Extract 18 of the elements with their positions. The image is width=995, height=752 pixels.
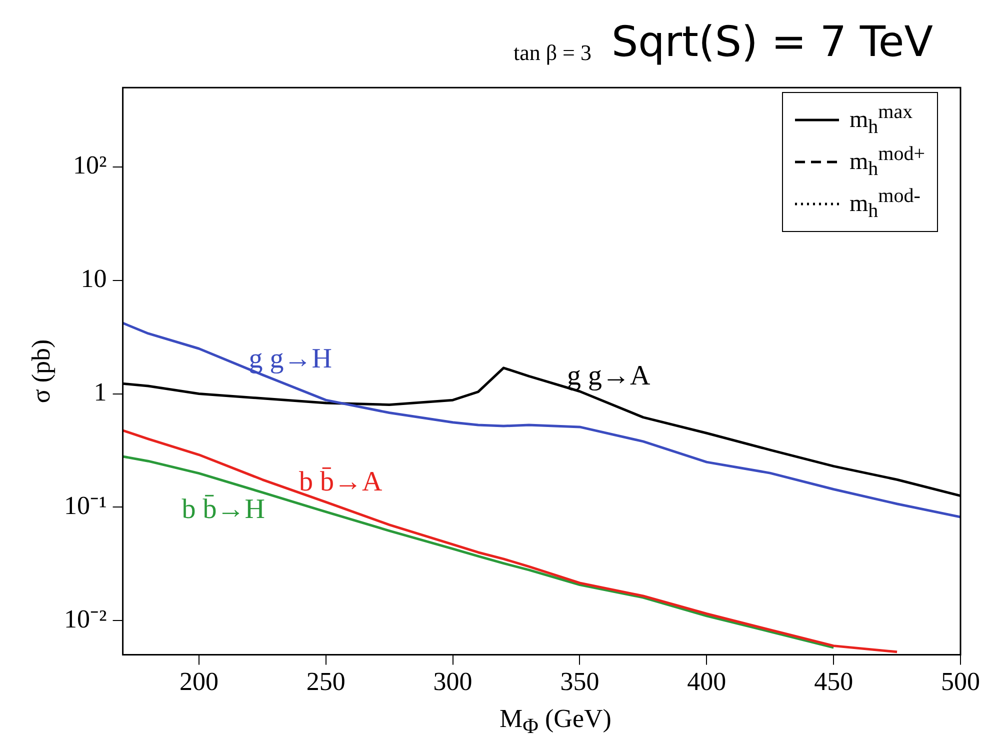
y-tick-label: 1 bbox=[94, 378, 107, 407]
y-tick-label: 10⁻¹ bbox=[64, 491, 107, 520]
x-tick-label: 450 bbox=[814, 667, 854, 696]
chart-subtitle: tan β = 3 bbox=[513, 40, 592, 66]
x-axis-title: M$_{Φ}$ (GeV) bbox=[498, 704, 612, 740]
series-label: b b̄→A bbox=[298, 466, 383, 498]
series-label: b b̄→H bbox=[182, 494, 265, 526]
x-tick-label: 250 bbox=[306, 667, 346, 696]
x-tick-label: 300 bbox=[433, 667, 472, 696]
chart-title: Sqrt(S) = 7 TeV bbox=[611, 17, 933, 66]
y-axis-title: σ (pb) bbox=[26, 339, 56, 404]
y-tick-label: 10 bbox=[80, 264, 107, 294]
x-tick-label: 200 bbox=[179, 667, 218, 696]
x-tick-label: 400 bbox=[687, 667, 726, 696]
y-tick-label: 10² bbox=[73, 150, 107, 180]
y-tick-label: 10⁻² bbox=[64, 604, 107, 634]
x-tick-label: 500 bbox=[941, 667, 980, 696]
x-tick-label: 350 bbox=[560, 667, 600, 696]
